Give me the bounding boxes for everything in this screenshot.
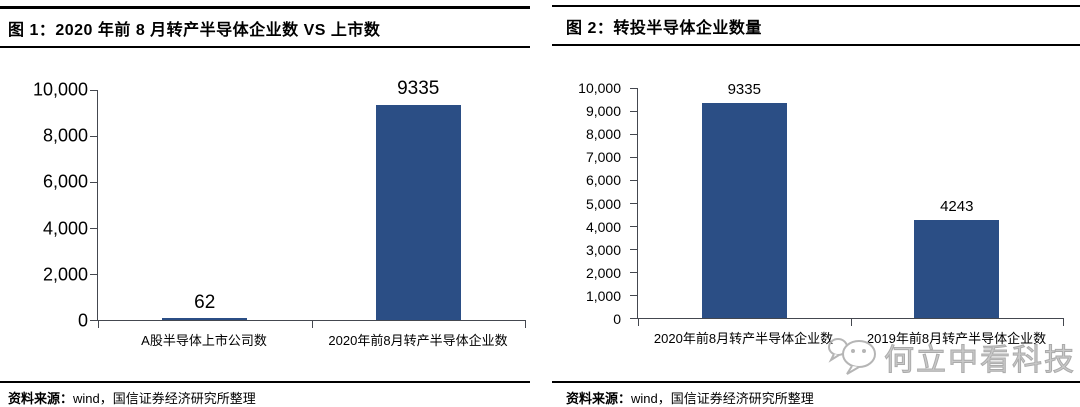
x-axis-tick-mark: [850, 318, 852, 326]
y-axis-tick-label: 6,000: [585, 172, 621, 189]
x-axis-tick-mark: [638, 318, 639, 326]
source-text: wind，国信证券经济研究所整理: [73, 391, 256, 406]
figure-1-source: 资料来源：wind，国信证券经济研究所整理: [0, 383, 530, 407]
y-axis-tick-mark: [630, 226, 638, 227]
figure-2-bar-chart: 0 1,000 2,000 3,000 4,000 5,000 6,000 7,000 8,00…: [552, 80, 1080, 347]
y-axis-tick-label: 9,000: [585, 103, 621, 120]
x-axis-category-label: 2020年前8月转产半导体企业数: [653, 331, 834, 346]
source-text: wind，国信证券经济研究所整理: [631, 391, 814, 406]
figure-2-source: 资料来源：wind，国信证券经济研究所整理: [552, 383, 1080, 407]
bar-slot: 62: [98, 90, 312, 320]
y-axis-tick-label: 0: [613, 311, 621, 327]
y-axis-tick-mark: [630, 157, 638, 158]
y-axis-tick-label: 10,000: [32, 79, 88, 100]
source-prefix: 资料来源：: [566, 391, 632, 406]
bottom-rule: [552, 381, 1080, 383]
x-axis-tick-mark: [311, 320, 313, 328]
y-axis-tick-mark: [630, 318, 638, 319]
bar-value-label: 9335: [397, 78, 440, 100]
y-axis-tick-label: 2,000: [585, 264, 621, 281]
y-axis-tick-label: 7,000: [585, 149, 621, 166]
x-axis-tick-mark: [98, 320, 99, 328]
y-axis-tick-label: 3,000: [585, 241, 621, 258]
x-axis-tick-mark: [525, 320, 526, 328]
bar-slot: 4243: [851, 88, 1064, 318]
y-axis-tick-mark: [90, 182, 98, 183]
y-axis-tick-label: 6,000: [42, 171, 88, 192]
y-axis-tick-mark: [630, 249, 638, 250]
bar: [162, 318, 248, 320]
figure-1-title: 图 1：2020 年前 8 月转产半导体企业数 VS 上市数: [8, 22, 381, 39]
bar: [914, 220, 1000, 318]
x-axis-labels: 2020年前8月转产半导体企业数 2019年前8月转产半导体企业数: [637, 328, 1063, 347]
figure-1-bar-chart: 0 2,000 4,000 6,000 8,000 10,000 62 9335 A股半导体…: [0, 78, 530, 349]
y-axis-tick-label: 4,000: [585, 218, 621, 235]
bar-value-label: 9335: [727, 81, 761, 99]
bar: [375, 105, 461, 320]
y-axis: 0 1,000 2,000 3,000 4,000 5,000 6,000 7,000 8,00…: [552, 80, 637, 327]
y-axis-tick-mark: [90, 274, 98, 275]
title-rule: [0, 46, 530, 48]
x-axis-category-label: 2019年前8月转产半导体企业数: [866, 331, 1047, 346]
bar: [701, 103, 787, 318]
y-axis-tick-label: 4,000: [42, 218, 88, 239]
title-rule: [552, 44, 1080, 46]
bar-value-label: 62: [194, 291, 216, 313]
top-rule: [0, 6, 530, 9]
y-axis-tick-mark: [630, 295, 638, 296]
x-axis-tick-mark: [1063, 318, 1064, 326]
top-rule: [552, 5, 1080, 7]
y-axis-tick-mark: [90, 228, 98, 229]
y-axis-tick-label: 2,000: [42, 264, 88, 285]
x-axis-category-label: A股半导体上市公司数: [141, 333, 267, 348]
y-axis-tick-label: 1,000: [585, 287, 621, 304]
plot-area: 62 9335: [90, 78, 526, 328]
figure-2-title: 图 2：转投半导体企业数量: [566, 20, 762, 37]
x-axis-category-label: 2020年前8月转产半导体企业数: [328, 333, 508, 348]
bar-slot: 9335: [638, 81, 851, 318]
y-axis-tick-mark: [630, 203, 638, 204]
y-axis-tick-mark: [630, 134, 638, 135]
figure-2-panel: 图 2：转投半导体企业数量 0 1,000 2,000 3,000 4,000 5,000…: [552, 0, 1080, 407]
y-axis-tick-label: 0: [77, 310, 88, 331]
y-axis-tick-label: 5,000: [585, 195, 621, 212]
spacer: [552, 347, 1080, 381]
bar-slot: 9335: [312, 78, 526, 320]
y-axis-tick-mark: [630, 88, 638, 89]
x-axis-labels: A股半导体上市公司数 2020年前8月转产半导体企业数: [97, 330, 525, 349]
y-axis-tick-mark: [630, 111, 638, 112]
plot-area: 9335 4243: [630, 81, 1064, 326]
figure-1-panel: 图 1：2020 年前 8 月转产半导体企业数 VS 上市数 0 2,000 4,0…: [0, 0, 530, 407]
spacer: [0, 349, 530, 381]
y-axis-tick-mark: [630, 272, 638, 273]
y-axis-tick-label: 8,000: [585, 126, 621, 143]
bottom-rule: [0, 381, 530, 383]
bar-value-label: 4243: [940, 198, 974, 216]
y-axis-tick-mark: [90, 136, 98, 137]
y-axis-tick-label: 10,000: [578, 80, 621, 96]
source-prefix: 资料来源：: [8, 391, 74, 406]
y-axis: 0 2,000 4,000 6,000 8,000 10,000: [0, 80, 97, 331]
y-axis-tick-label: 8,000: [42, 125, 88, 146]
y-axis-tick-mark: [630, 180, 638, 181]
y-axis-tick-mark: [90, 90, 98, 91]
y-axis-tick-mark: [90, 320, 98, 321]
